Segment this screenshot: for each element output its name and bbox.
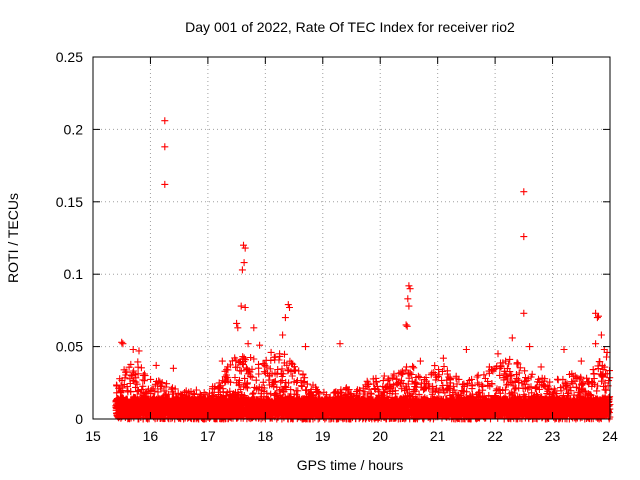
x-tick-label: 18 [258, 428, 274, 444]
gridlines [93, 57, 610, 419]
x-tick-label: 17 [200, 428, 216, 444]
y-tick-label: 0 [75, 411, 83, 427]
plot-frame [92, 56, 611, 420]
x-tick-label: 19 [315, 428, 331, 444]
y-tick-labels: 0 0.05 0.1 0.15 0.2 0.25 [56, 49, 83, 427]
x-tick-label: 21 [430, 428, 446, 444]
axes [92, 56, 611, 420]
x-tick-label: 20 [372, 428, 388, 444]
y-tick-label: 0.15 [56, 194, 83, 210]
y-tick-label: 0.05 [56, 339, 83, 355]
x-tick-labels: 15 16 17 18 19 20 21 22 23 24 [85, 428, 618, 444]
y-tick-label: 0.1 [64, 266, 84, 282]
y-axis-title: ROTI / TECUs [5, 193, 21, 283]
roti-markers [112, 117, 614, 423]
chart-title: Day 001 of 2022, Rate Of TEC Index for r… [185, 19, 515, 35]
x-tick-label: 23 [545, 428, 561, 444]
y-tick-label: 0.25 [56, 49, 83, 65]
x-tick-label: 24 [602, 428, 618, 444]
x-axis-title: GPS time / hours [297, 457, 404, 473]
x-tick-label: 15 [85, 428, 101, 444]
x-tick-label: 22 [487, 428, 503, 444]
y-tick-label: 0.2 [64, 121, 84, 137]
data-points [112, 117, 614, 423]
x-tick-label: 16 [143, 428, 159, 444]
